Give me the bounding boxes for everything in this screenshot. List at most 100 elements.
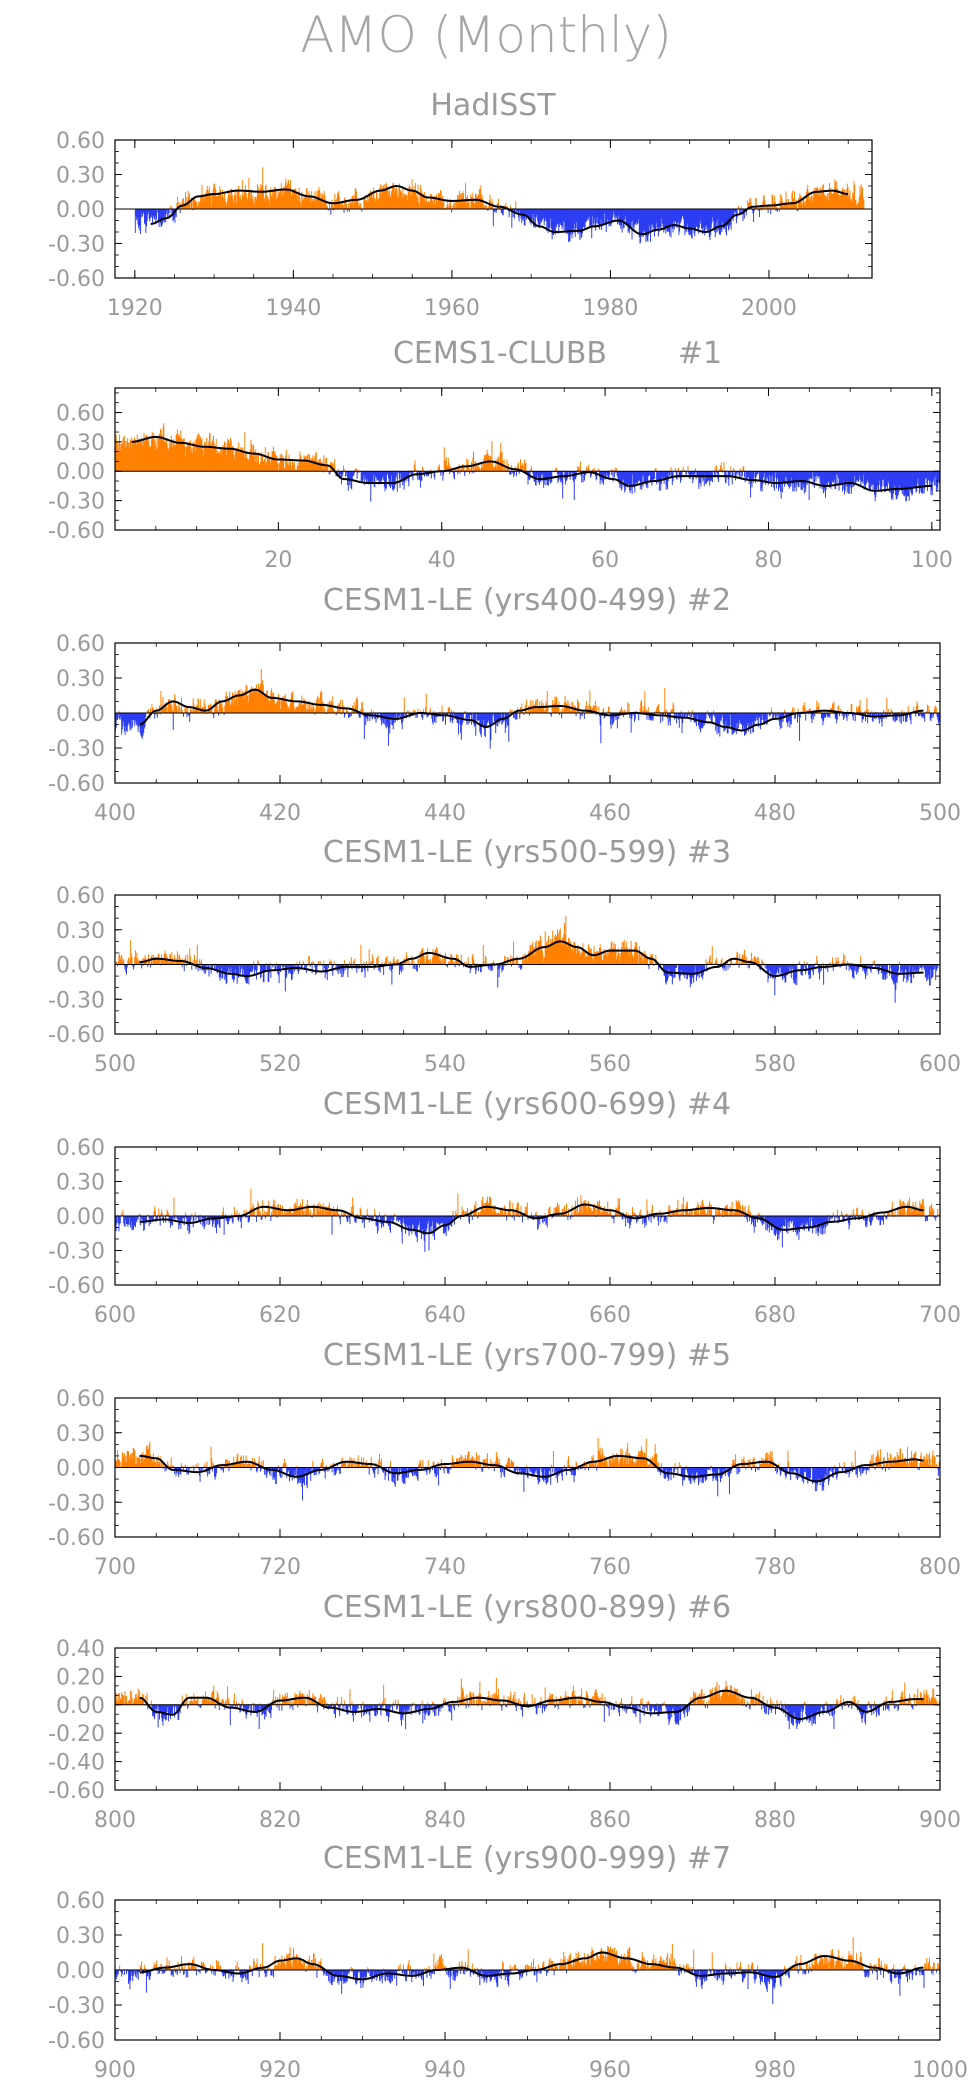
bar-negative: [789, 964, 791, 973]
bar-positive: [131, 956, 133, 965]
bar-negative: [402, 471, 404, 482]
bar-negative: [124, 964, 126, 970]
bar-positive: [574, 942, 576, 965]
bar-negative: [607, 209, 609, 222]
bar-negative: [731, 713, 732, 730]
bar-negative: [857, 964, 859, 973]
bar-positive: [744, 955, 746, 965]
bar-positive: [128, 447, 130, 472]
bar-negative: [831, 471, 833, 487]
bar-negative: [509, 471, 511, 475]
bar-positive: [238, 442, 240, 472]
bar-positive: [326, 464, 328, 472]
bar-positive: [194, 954, 196, 965]
bar-negative: [513, 713, 515, 719]
bar-negative: [826, 471, 828, 484]
bar-negative: [632, 209, 634, 221]
bar-negative: [309, 964, 311, 967]
bar-positive: [206, 446, 208, 472]
bar-negative: [771, 471, 773, 476]
bar-negative: [371, 471, 373, 483]
bar-negative: [742, 209, 744, 222]
bar-negative: [545, 471, 547, 481]
bar-negative: [793, 964, 795, 984]
bar-positive: [857, 708, 859, 713]
bar-negative: [497, 964, 499, 970]
bar-positive: [511, 709, 513, 713]
bar-positive: [614, 947, 616, 965]
bar-negative: [780, 471, 782, 492]
bar-positive: [641, 961, 643, 965]
bar-negative: [900, 964, 902, 974]
bar-negative: [858, 471, 860, 482]
bar-positive: [733, 468, 735, 472]
bar-negative: [470, 713, 472, 715]
bar-negative: [758, 471, 760, 482]
bar-negative: [903, 471, 905, 497]
bar-negative: [346, 209, 348, 212]
bar-positive: [575, 948, 577, 965]
bar-negative: [263, 964, 265, 982]
bar-negative: [672, 964, 674, 979]
bar-positive: [886, 697, 888, 713]
bar-positive: [579, 955, 581, 965]
bar-positive: [416, 196, 418, 209]
bar-negative: [147, 964, 149, 967]
bar-negative: [642, 209, 644, 237]
bar-positive: [829, 187, 831, 209]
bar-positive: [196, 944, 198, 965]
bar-positive: [379, 711, 380, 713]
bar-negative: [869, 471, 871, 491]
bar-positive: [635, 710, 637, 713]
bar-positive: [145, 436, 147, 472]
bar-negative: [782, 964, 784, 979]
bar-negative: [627, 209, 629, 233]
bar-positive: [570, 710, 572, 713]
bar-negative: [529, 209, 531, 223]
bar-negative: [519, 209, 521, 211]
bar-positive: [407, 962, 409, 965]
bar-positive: [339, 203, 341, 209]
bar-positive: [592, 958, 594, 965]
bar-positive: [530, 708, 532, 713]
bar-negative: [869, 713, 871, 718]
bar-positive: [490, 463, 492, 472]
bar-negative: [431, 713, 433, 719]
bar-negative: [663, 209, 665, 233]
bar-negative: [394, 471, 396, 485]
bar-positive: [321, 701, 323, 713]
bar-positive: [202, 449, 204, 472]
bar-positive: [580, 952, 582, 965]
bar-negative: [796, 964, 798, 986]
bar-positive: [835, 957, 837, 965]
bar-negative: [531, 209, 533, 220]
bar-negative: [287, 964, 289, 967]
bar-positive: [565, 916, 567, 965]
bar-negative: [811, 964, 813, 967]
bar-negative: [864, 964, 866, 974]
bar-positive: [354, 469, 356, 472]
bar-positive: [629, 951, 631, 965]
bar-positive: [620, 956, 622, 965]
bar-positive: [844, 955, 846, 965]
bar-negative: [847, 713, 849, 716]
bar-negative: [495, 713, 497, 723]
bar-negative: [638, 209, 640, 220]
bar-negative: [712, 471, 714, 473]
bar-positive: [283, 468, 285, 472]
bar-positive: [670, 710, 672, 713]
bar-positive: [310, 458, 312, 472]
bar-positive: [289, 461, 291, 472]
bar-positive: [153, 433, 155, 472]
bar-positive: [180, 708, 182, 713]
bar-positive: [229, 196, 231, 209]
bar-positive: [268, 199, 270, 209]
bar-positive: [795, 202, 797, 209]
bar-positive: [512, 956, 514, 965]
bar-positive: [300, 205, 302, 209]
bar-positive: [253, 689, 255, 713]
bar-positive: [739, 468, 741, 472]
bar-negative: [618, 471, 620, 482]
bar-negative: [639, 471, 641, 481]
bar-positive: [148, 709, 149, 713]
